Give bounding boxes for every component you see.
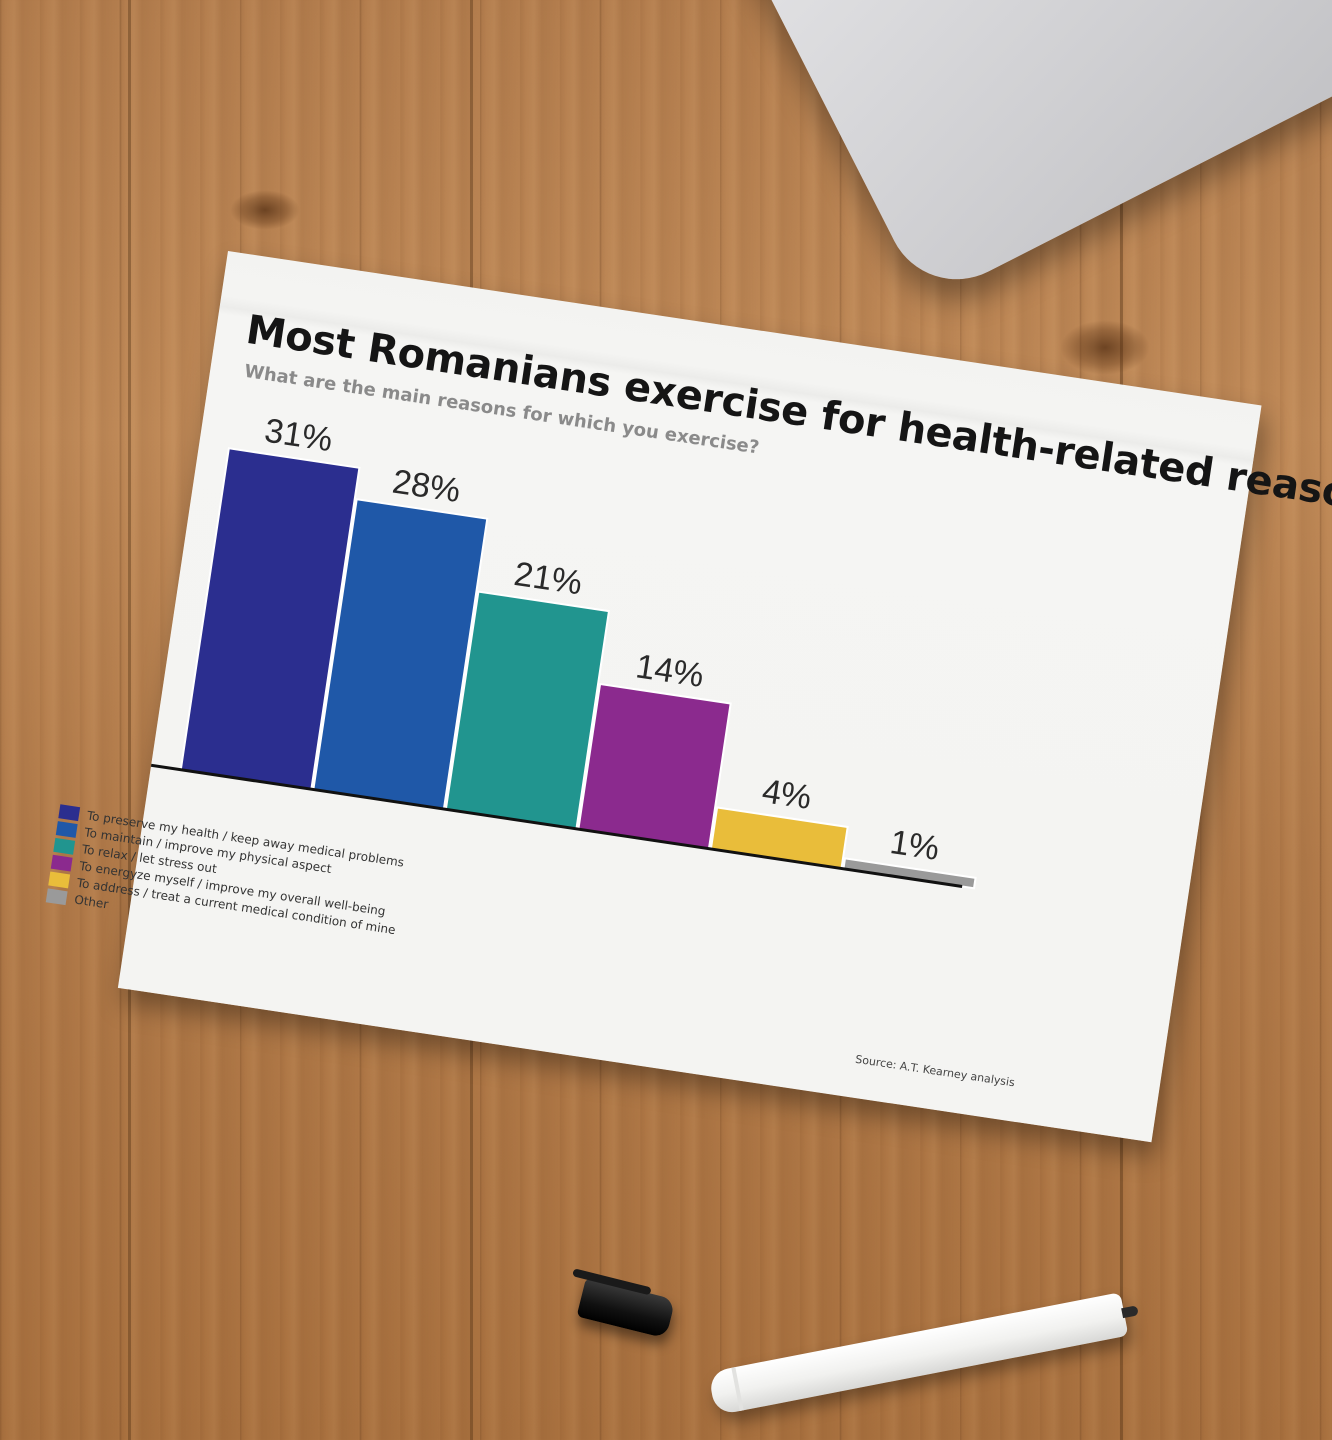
bar-value-label: 4% bbox=[760, 772, 814, 817]
legend-swatch bbox=[58, 803, 81, 821]
wood-knot bbox=[1060, 320, 1150, 375]
wood-knot bbox=[230, 190, 300, 230]
white-marker-pen bbox=[707, 1292, 1139, 1416]
laptop: shift enter bbox=[690, 0, 1332, 304]
bar-value-label: 21% bbox=[512, 555, 585, 603]
legend-swatch bbox=[53, 837, 76, 855]
chart-sheet: Most Romanians exercise for health-relat… bbox=[45, 251, 1332, 1143]
x-axis-baseline bbox=[117, 753, 963, 888]
legend-swatch bbox=[45, 887, 68, 905]
marker-cap-clip bbox=[572, 1268, 652, 1296]
legend-swatch bbox=[55, 820, 78, 838]
bar-value-label: 14% bbox=[633, 647, 706, 695]
bar-value-label: 1% bbox=[888, 823, 942, 868]
bar-chart: 31% 28% 21% 14% 4% 1% bbox=[117, 412, 977, 890]
pen-tip bbox=[1121, 1305, 1139, 1319]
pen-band bbox=[731, 1367, 744, 1412]
wood-plank-seam bbox=[128, 0, 131, 1440]
marker-cap bbox=[572, 1268, 676, 1339]
legend-swatch bbox=[50, 854, 73, 872]
bar-4 bbox=[577, 682, 732, 850]
bar-value-label: 31% bbox=[262, 412, 335, 460]
legend-swatch bbox=[48, 871, 71, 888]
bar-value-label: 28% bbox=[390, 463, 463, 511]
legend-label: Other bbox=[73, 892, 110, 911]
